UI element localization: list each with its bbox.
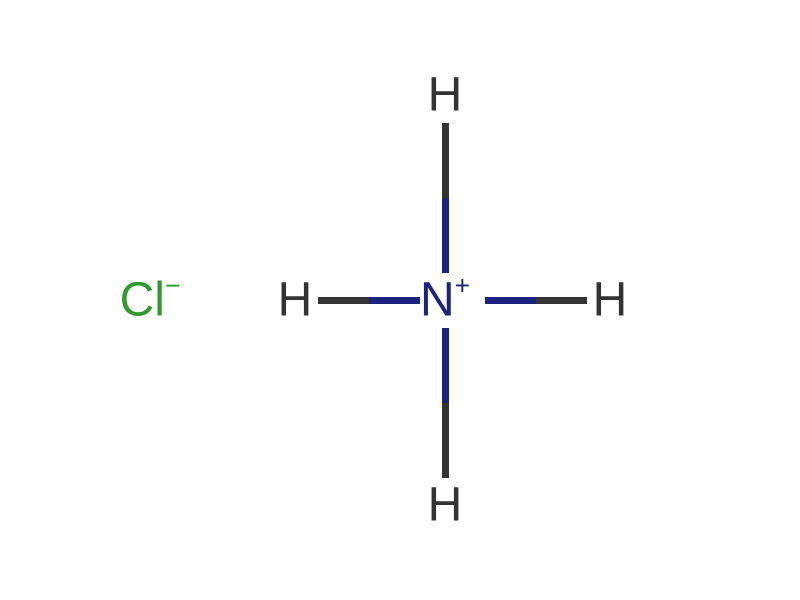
atom-label: H: [593, 274, 628, 327]
atom-hydrogen-left: H: [278, 273, 313, 328]
atom-label: H: [428, 479, 463, 532]
bond-n-h-bottom: [442, 328, 449, 478]
atom-label: Cl: [120, 274, 165, 327]
atom-chloride: Cl−: [120, 273, 181, 328]
bond-n-h-top: [442, 123, 449, 273]
atom-hydrogen-right: H: [593, 273, 628, 328]
atom-hydrogen-top: H: [428, 68, 463, 123]
bond-n-h-left: [318, 297, 420, 304]
atom-charge: +: [455, 271, 470, 301]
atom-label: H: [428, 69, 463, 122]
atom-label: N: [420, 274, 455, 327]
bond-n-h-right: [485, 297, 587, 304]
atom-nitrogen: N+: [420, 273, 470, 328]
atom-label: H: [278, 274, 313, 327]
atom-hydrogen-bottom: H: [428, 478, 463, 533]
molecule-diagram: Cl− N+ H H H H: [0, 0, 800, 600]
atom-charge: −: [165, 271, 180, 301]
